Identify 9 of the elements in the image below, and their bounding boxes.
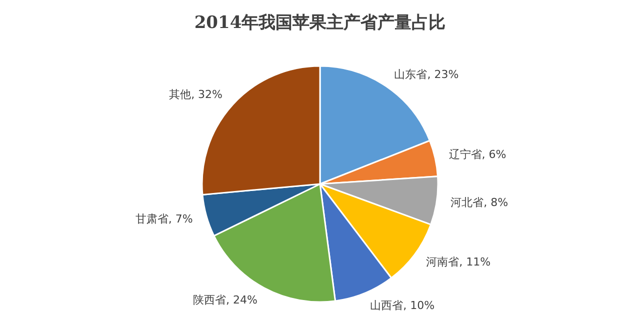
slice-label: 山东省, 23% — [394, 68, 459, 81]
slice-label: 甘肃省, 7% — [135, 212, 193, 226]
slice-label: 河北省, 8% — [450, 196, 508, 209]
slice-label: 陕西省, 24% — [193, 293, 258, 306]
slice-label: 河南省, 11% — [426, 255, 491, 268]
slice-label: 辽宁省, 6% — [448, 148, 506, 162]
chart-title: 2014年我国苹果主产省产量占比 — [194, 13, 446, 33]
slice-label: 山西省, 10% — [370, 299, 435, 312]
slice-label: 其他, 32% — [169, 88, 223, 101]
